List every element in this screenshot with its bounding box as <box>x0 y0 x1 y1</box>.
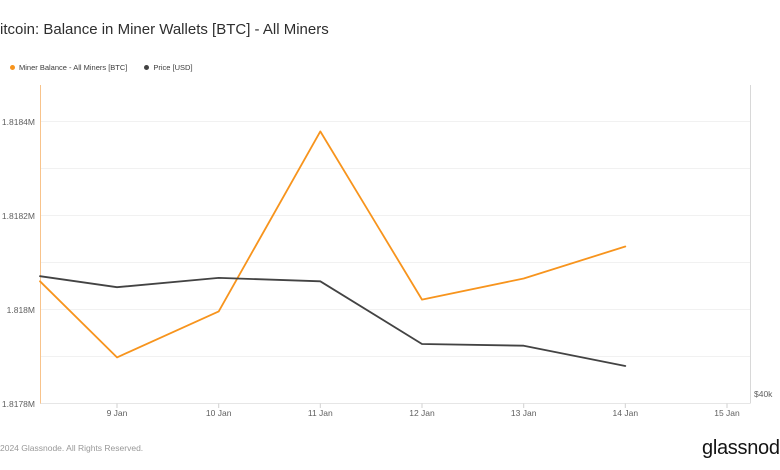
x-axis-label: 10 Jan <box>205 408 232 418</box>
y-axis-label: 1.8182M <box>1 210 35 221</box>
y-axis-label: 1.818M <box>6 304 35 315</box>
y-axis-label: 1.8178M <box>1 398 35 409</box>
copyright-text: 2024 Glassnode. All Rights Reserved. <box>0 443 144 453</box>
glassnode-logo: glassnod <box>702 437 780 459</box>
miner-balance-series-dot-icon <box>10 65 15 70</box>
chart-legend: Miner Balance - All Miners [BTC] Price [… <box>10 62 210 73</box>
x-axis-label: 11 Jan <box>307 408 333 418</box>
y-axis-label: 1.8184M <box>1 116 35 127</box>
x-axis-label: 12 Jan <box>409 408 435 418</box>
right-axis-label: $40k <box>754 389 773 399</box>
legend-item-miner-balance[interactable]: Miner Balance - All Miners [BTC] <box>10 63 127 72</box>
price-series-dot-icon <box>144 65 150 70</box>
legend-item-label: Price [USD] <box>153 63 193 72</box>
legend-item-price[interactable]: Price [USD] <box>144 63 193 72</box>
legend-item-label: Miner Balance - All Miners [BTC] <box>19 63 128 72</box>
x-axis-label: 9 Jan <box>106 408 128 418</box>
page-title: itcoin: Balance in Miner Wallets [BTC] -… <box>0 21 329 38</box>
x-axis-label: 15 Jan <box>714 408 740 418</box>
x-axis-label: 14 Jan <box>612 408 639 418</box>
x-axis-label: 13 Jan <box>510 408 537 418</box>
